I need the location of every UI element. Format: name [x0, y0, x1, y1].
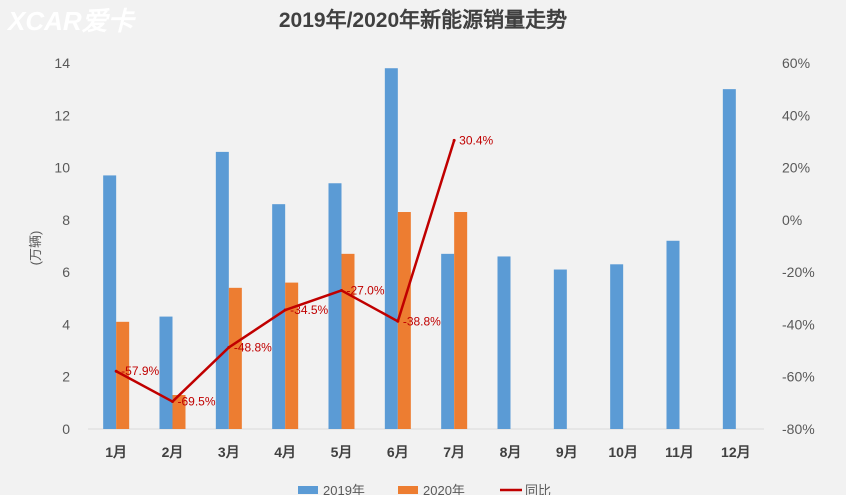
bar-2019年-10月 [610, 264, 624, 429]
x-category-label: 6月 [387, 444, 409, 460]
bar-2019年-2月 [159, 316, 173, 429]
yoy-point-3月 [227, 345, 231, 349]
bar-2020年-2月 [172, 395, 186, 429]
xcar-logo-watermark: XCAR爱卡 [6, 6, 137, 36]
bar-2019年-12月 [722, 89, 736, 430]
chart-title: 2019年/2020年新能源销量走势 [279, 8, 567, 32]
y-tick-label: 14 [54, 55, 70, 71]
x-category-label: 5月 [331, 444, 353, 460]
bar-2019年-6月 [384, 68, 398, 429]
bar-2019年-9月 [553, 269, 567, 429]
x-axis-categories: 1月 2月 3月 4月 5月 6月 7月 8月 9月 10月 11月 12月 [105, 444, 750, 460]
bar-2020年-6月 [397, 212, 411, 429]
y-tick-label: 12 [54, 107, 70, 123]
x-category-label: 3月 [218, 444, 240, 460]
y2-axis-ticks: -80% -60% -40% -20% 0% 20% 40% 60% [782, 55, 815, 437]
x-category-label: 7月 [443, 444, 465, 460]
bar-2020年-4月 [285, 282, 299, 429]
y-tick-label: 10 [54, 160, 70, 176]
y-tick-label: 4 [62, 316, 70, 332]
y-tick-label: 0 [62, 421, 70, 437]
y-tick-label: 6 [62, 264, 70, 280]
x-category-label: 11月 [665, 444, 694, 460]
y-axis-label: (万辆) [28, 231, 43, 266]
yoy-line-group: -57.9% -69.5% -48.8% -34.5% -27.0% -38.8% 30.4… [114, 133, 494, 409]
y2-tick-label: -40% [782, 316, 815, 332]
yoy-data-label: -57.9% [121, 364, 159, 378]
y-axis-ticks: 0 2 4 6 8 10 12 14 [54, 55, 70, 437]
bar-2020年-5月 [341, 253, 355, 429]
y2-tick-label: -80% [782, 421, 815, 437]
yoy-point-2月 [171, 400, 174, 404]
bar-2020年-7月 [454, 212, 468, 429]
yoy-point-5月 [340, 288, 343, 292]
yoy-data-label: 30.4% [459, 133, 493, 147]
y-tick-label: 8 [62, 212, 70, 228]
bar-2019年-4月 [272, 204, 286, 429]
legend-label-同比: 同比 [525, 483, 551, 495]
bar-2019年-7月 [441, 253, 455, 429]
y2-tick-label: -20% [782, 264, 815, 280]
bar-2020年-3月 [228, 287, 242, 429]
x-category-label: 4月 [274, 444, 296, 460]
yoy-data-label: -69.5% [178, 395, 216, 409]
y2-tick-label: 60% [782, 55, 810, 71]
yoy-data-label: -48.8% [234, 340, 272, 354]
x-category-label: 2月 [162, 444, 184, 460]
svg-text:XCAR爱卡: XCAR爱卡 [6, 6, 137, 36]
y2-tick-label: 40% [782, 107, 810, 123]
legend-swatch-2020年 [398, 486, 418, 494]
x-category-label: 1月 [105, 444, 127, 460]
bar-2019年-8月 [497, 256, 511, 429]
legend: 2019年 2020年 同比 [298, 483, 551, 495]
x-category-label: 9月 [556, 444, 578, 460]
legend-label-2020年: 2020年 [423, 483, 465, 495]
bar-2019年-11月 [666, 240, 680, 429]
x-category-label: 10月 [608, 444, 638, 460]
legend-swatch-2019年 [298, 486, 318, 494]
bar-2019年-3月 [215, 151, 229, 429]
yoy-point-6月 [396, 319, 400, 323]
yoy-data-label: -38.8% [403, 314, 441, 328]
y2-tick-label: 20% [782, 160, 810, 176]
yoy-data-label: -34.5% [290, 303, 328, 317]
bar-2019年-5月 [328, 183, 342, 429]
yoy-point-7月 [452, 138, 456, 142]
yoy-data-label: -27.0% [347, 283, 385, 297]
legend-label-2019年: 2019年 [323, 483, 365, 495]
y2-tick-label: -60% [782, 369, 815, 385]
x-category-label: 12月 [721, 444, 751, 460]
y-tick-label: 2 [62, 369, 70, 385]
y2-tick-label: 0% [782, 212, 802, 228]
yoy-point-4月 [283, 308, 287, 312]
bars-group [103, 68, 736, 430]
bar-2019年-1月 [103, 175, 117, 429]
yoy-point-1月 [114, 369, 118, 373]
x-category-label: 8月 [500, 444, 522, 460]
